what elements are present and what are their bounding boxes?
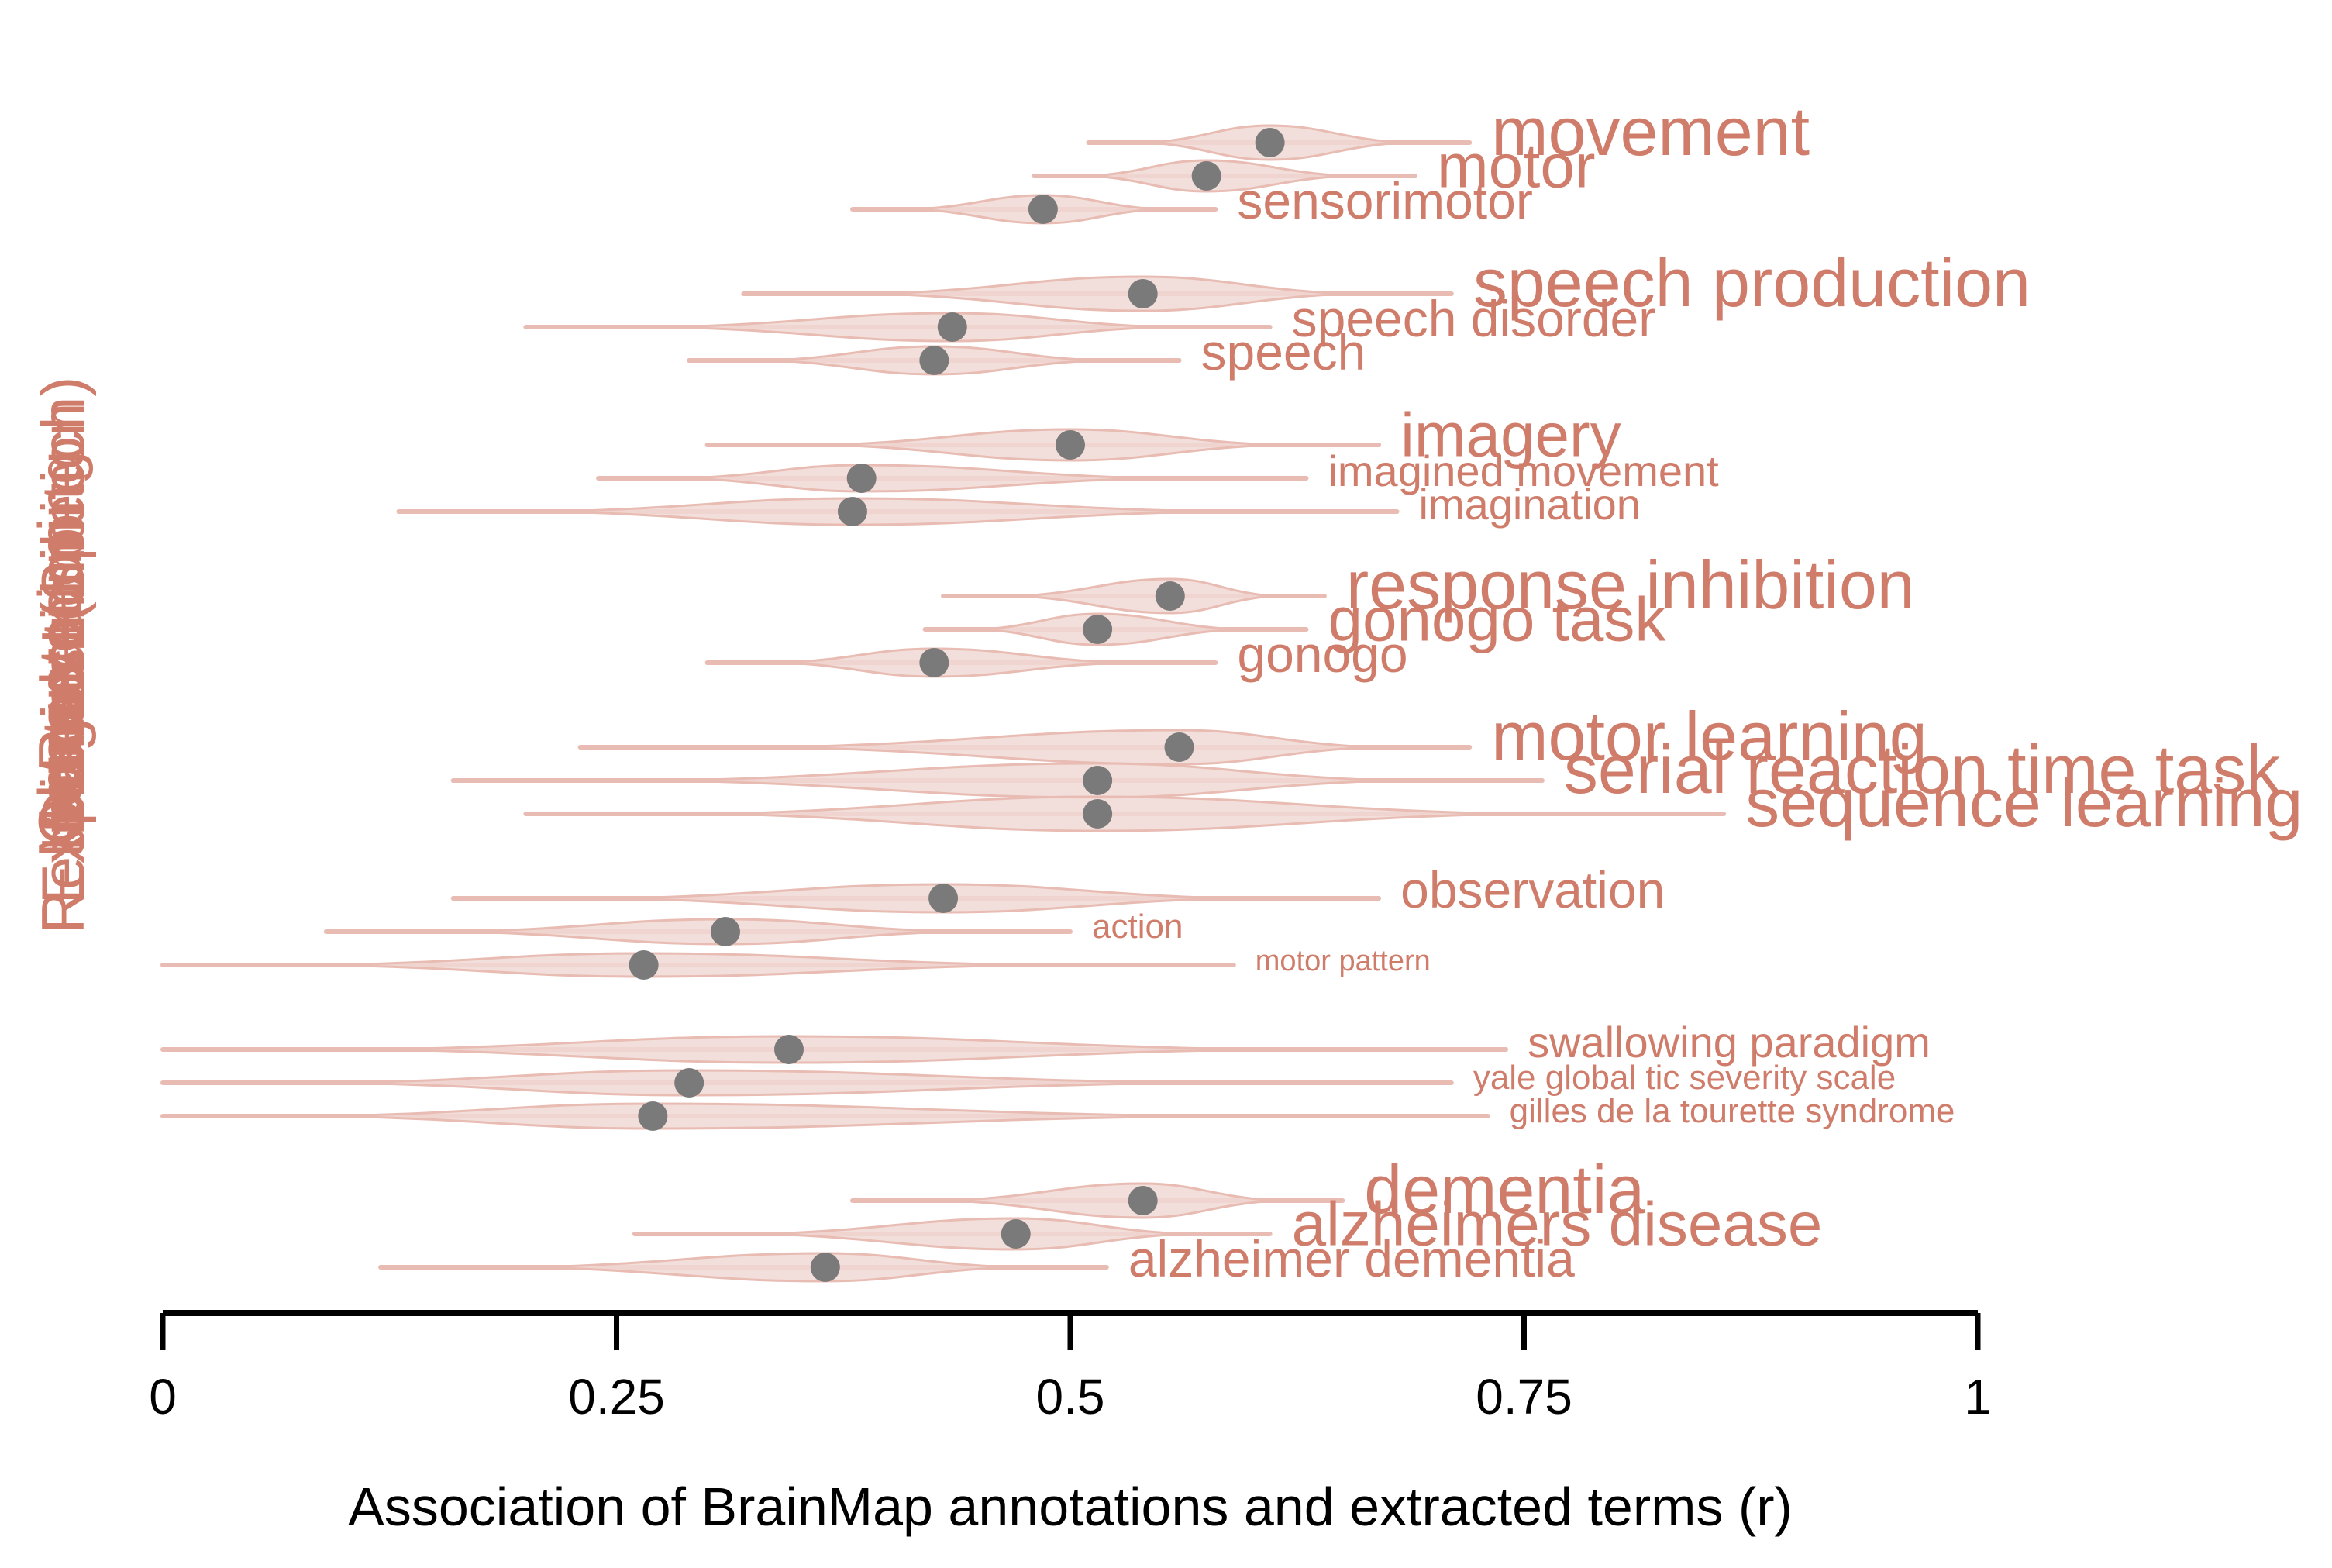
- violin-speech-production: [883, 275, 1344, 312]
- violin-alzheimers-disease: [768, 1217, 1181, 1251]
- violin-motor-learning: [790, 729, 1369, 766]
- violin-motor-pattern: [331, 952, 1028, 978]
- term-label-action: action: [1092, 908, 1183, 946]
- median-point-speech-production: [1128, 279, 1158, 308]
- violin-swallowing-paradigm: [381, 1035, 1256, 1064]
- y-axis-label-imagination: Imagination: [29, 539, 97, 852]
- violin-action: [466, 918, 950, 946]
- violin-observation: [624, 883, 1227, 914]
- x-tick-label-2: 0.5: [1036, 1369, 1105, 1425]
- term-label-motor-pattern: motor pattern: [1256, 945, 1431, 977]
- term-label-speech: speech: [1201, 323, 1366, 381]
- median-point-imagery: [1056, 430, 1085, 460]
- violin-gilles-de-la-tourette-syndrome: [334, 1102, 1196, 1130]
- term-label-sensorimotor: sensorimotor: [1237, 172, 1532, 229]
- term-label-motor: motor: [1437, 131, 1596, 200]
- y-axis-label-response-inhibition: Response Inhibition: [29, 402, 97, 933]
- x-tick-label-0: 0: [149, 1369, 177, 1425]
- term-label-observation: observation: [1400, 861, 1665, 918]
- term-label-speech-production: speech production: [1473, 244, 2031, 321]
- median-point-gonogo-task: [1083, 615, 1113, 644]
- y-axis-label-disease: Disease: [29, 615, 97, 833]
- y-axis-label-observation: Observation: [26, 519, 94, 846]
- median-point-alzheimer-dementia: [810, 1253, 840, 1282]
- violin-imagined-movement: [690, 464, 1151, 493]
- median-point-speech-disorder: [937, 312, 967, 342]
- term-label-movement: movement: [1491, 93, 1810, 170]
- term-label-swallowing-paradigm: swallowing paradigm: [1528, 1018, 1931, 1067]
- term-label-gilles-de-la-tourette-syndrome: gilles de la tourette syndrome: [1510, 1092, 1955, 1130]
- x-axis-label: Association of BrainMap annotations and …: [348, 1477, 1793, 1537]
- term-label-imagined-movement: imagined movement: [1328, 446, 1719, 495]
- x-tick-label-3: 0.75: [1476, 1369, 1572, 1425]
- y-axis-label-rest: Rest: [26, 647, 94, 772]
- y-axis-label-motor-learning: Motor Learning: [26, 451, 94, 858]
- median-point-serial-reaction-time-task: [1083, 766, 1113, 795]
- term-label-imagination: imagination: [1419, 480, 1641, 529]
- median-point-motor-learning: [1164, 732, 1194, 762]
- median-point-dementia: [1128, 1186, 1158, 1215]
- median-point-swallowing-paradigm: [773, 1035, 804, 1064]
- violin-imagery: [834, 428, 1271, 462]
- median-point-sensorimotor: [1028, 195, 1058, 224]
- term-label-gonogo-task: gonogo task: [1328, 584, 1666, 653]
- y-axis-label-stack: Execution (Speech)Motor LearningResponse…: [26, 377, 97, 934]
- median-point-action: [711, 917, 741, 946]
- term-label-response-inhibition: response inhibition: [1346, 546, 1915, 623]
- median-point-speech: [919, 346, 949, 375]
- median-point-observation: [928, 884, 959, 913]
- term-label-alzheimers-disease: alzheimers disease: [1292, 1189, 1823, 1258]
- violin-imagination: [557, 497, 1207, 526]
- x-tick-label-1: 0.25: [568, 1369, 665, 1425]
- violin-dementia: [954, 1182, 1273, 1219]
- violin-gonogo: [786, 647, 1118, 678]
- violin-sequence-learning: [725, 795, 1505, 832]
- x-tick-label-4: 1: [1964, 1369, 1992, 1425]
- median-point-gilles-de-la-tourette-syndrome: [638, 1101, 668, 1131]
- median-point-response-inhibition: [1155, 581, 1185, 611]
- term-label-alzheimer-dementia: alzheimer dementia: [1128, 1230, 1575, 1287]
- x-ticks: 0 0.25 0.5 0.75 1: [149, 1313, 1992, 1425]
- term-label-speech-disorder: speech disorder: [1292, 290, 1656, 347]
- term-label-yale-global-tic-severity-scale: yale global tic severity scale: [1473, 1059, 1896, 1097]
- median-point-alzheimers-disease: [1001, 1219, 1031, 1249]
- median-point-gonogo: [919, 648, 949, 677]
- term-label-imagery: imagery: [1400, 400, 1621, 469]
- term-label-sequence-learning: sequence learning: [1745, 764, 2303, 841]
- term-label-motor-learning: motor learning: [1491, 698, 1927, 774]
- violin-serial-reaction-time-task: [678, 762, 1387, 799]
- median-points: [629, 128, 1285, 1282]
- median-point-motor-pattern: [629, 950, 659, 980]
- violin-alzheimer-dementia: [536, 1252, 1008, 1283]
- median-point-movement: [1255, 128, 1285, 157]
- violin-response-inhibition: [1022, 577, 1271, 615]
- median-point-motor: [1191, 161, 1221, 191]
- term-label-dementia: dementia: [1364, 1151, 1645, 1228]
- median-point-yale-global-tic-severity-scale: [674, 1068, 704, 1098]
- median-point-imagination: [837, 497, 867, 526]
- y-axis-label-execution-speech: Execution (Speech): [29, 377, 97, 905]
- violin-yale-global-tic-severity-scale: [346, 1069, 1185, 1097]
- x-axis: 0 0.25 0.5 0.75 1: [149, 1310, 1992, 1425]
- median-point-imagined-movement: [846, 464, 877, 493]
- term-label-serial-reaction-time-task: serial reaction time task: [1564, 731, 2281, 808]
- term-label-gonogo: gonogo: [1237, 625, 1407, 683]
- violin-speech-disorder: [674, 312, 1159, 343]
- median-point-sequence-learning: [1083, 799, 1113, 829]
